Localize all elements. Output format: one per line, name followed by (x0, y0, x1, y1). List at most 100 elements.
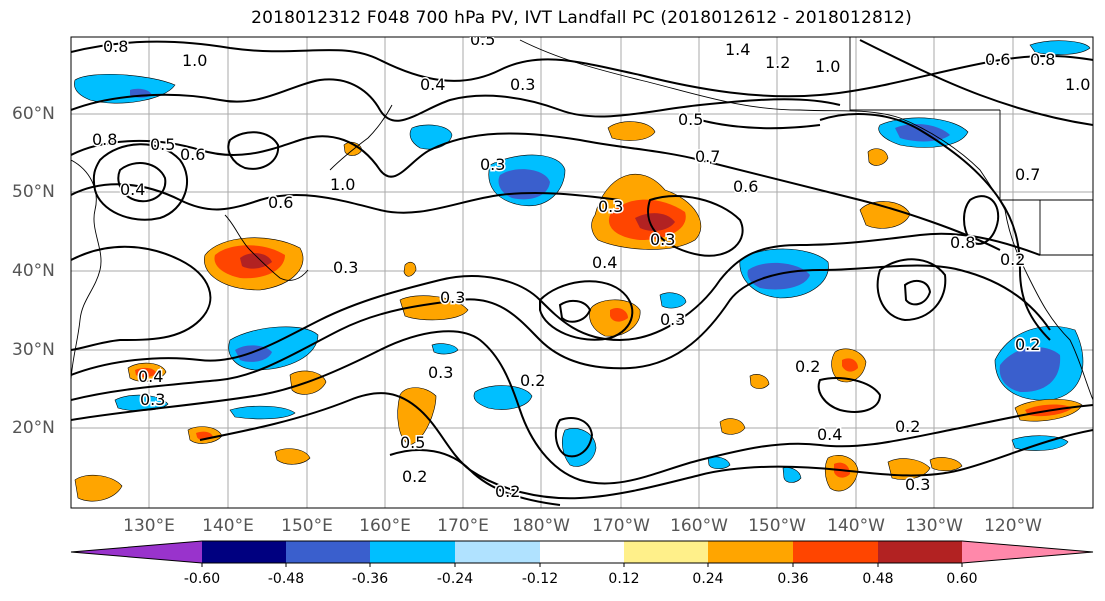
lon-label-180w: 180°W (512, 516, 570, 536)
lat-label-20n: 20°N (12, 418, 55, 438)
contour-line (647, 195, 744, 257)
lon-label-130w: 130°W (905, 516, 963, 536)
lon-label-140e: 140°E (202, 516, 254, 536)
contour-label: 0.8 (1030, 50, 1055, 69)
contour-label: 0.6 (268, 193, 293, 212)
coast-japan (224, 214, 309, 281)
colorbar-bin (793, 541, 878, 563)
shade-negative (659, 292, 687, 309)
contour-label: 0.2 (795, 357, 820, 376)
lon-label-160w: 160°W (670, 516, 728, 536)
contour-line (71, 78, 841, 122)
shade-negative (114, 394, 169, 411)
contour-line (71, 245, 212, 351)
shade-positive (867, 148, 889, 166)
contour-line (903, 279, 932, 306)
lon-label-150e: 150°E (281, 516, 333, 536)
contour-label: 0.3 (510, 75, 535, 94)
colorbar-tick: -0.36 (351, 571, 389, 587)
contour-label: 0.3 (598, 197, 623, 216)
colorbar-tick: -0.24 (436, 571, 474, 587)
shade-negative (409, 124, 453, 150)
contour-label: 0.4 (120, 180, 145, 199)
contour-label: 0.2 (520, 371, 545, 390)
contour-label: 0.2 (895, 417, 920, 436)
colorbar-tick: 0.24 (692, 571, 724, 587)
lat-label-50n: 50°N (12, 182, 55, 202)
contour-label: 0.3 (440, 288, 465, 307)
lon-label-170e: 170°E (437, 516, 489, 536)
colorbar-bin (624, 541, 708, 563)
contour-label: 1.0 (815, 57, 840, 76)
contour-label: 0.6 (180, 145, 205, 164)
shade-negative-core (999, 347, 1061, 393)
colorbar-bin (540, 541, 624, 563)
contour-label: 0.6 (985, 50, 1010, 69)
shade-positive-core (610, 307, 628, 322)
contour-label: 0.2 (495, 482, 520, 501)
contour-line (117, 162, 167, 203)
contour-labels: 0.8 1.0 0.5 1.4 1.2 1.0 0.6 0.8 1.0 0.4 0.3 0.3 0.5 0… (91, 37, 1092, 503)
lat-label-40n: 40°N (12, 261, 55, 281)
shade-positive-core2 (635, 213, 675, 231)
colorbar-bin (878, 541, 962, 563)
shade-negative (229, 405, 296, 420)
lon-label-120w: 120°W (984, 516, 1042, 536)
shade-positive (274, 448, 311, 465)
colorbar-extend-low (71, 541, 202, 563)
colorbar-bin (202, 541, 286, 563)
contour-line (92, 143, 189, 221)
shade-negative (431, 343, 459, 355)
contour-label: 1.0 (182, 51, 207, 70)
pv-contours (71, 39, 1093, 506)
contour-line (71, 330, 1093, 485)
contour-label: 0.4 (420, 75, 445, 94)
contour-label: 0.7 (1015, 165, 1040, 184)
contour-line (819, 113, 1051, 341)
contour-line (558, 299, 592, 323)
colorbar-tick: 0.12 (608, 571, 640, 587)
shade-positive (607, 121, 656, 141)
contour-line (71, 40, 1093, 98)
lon-label-130e: 130°E (123, 516, 175, 536)
contour-label: 0.8 (92, 130, 117, 149)
shade-negative (782, 467, 802, 483)
coast-alaska (519, 39, 1006, 211)
contour-label: 0.3 (905, 475, 930, 494)
contour-label: 1.0 (1065, 75, 1090, 94)
contour-label: 0.3 (660, 310, 685, 329)
shade-negative-core (747, 262, 810, 290)
colorbar-tick: -0.48 (267, 571, 305, 587)
colorbar-bin (286, 541, 370, 563)
contour-line (389, 449, 561, 506)
contour-line (199, 392, 1093, 500)
contour-label: 0.2 (402, 467, 427, 486)
contour-label: 0.5 (400, 433, 425, 452)
lon-label-140w: 140°W (827, 516, 885, 536)
shade-negative (1029, 40, 1091, 55)
lon-label-170w: 170°W (592, 516, 650, 536)
colorbar-bin (370, 541, 455, 563)
coast-northamerica (1004, 209, 1093, 401)
contour-line (227, 131, 280, 170)
colorbar-tick: 0.60 (946, 571, 978, 587)
shade-negative-core (498, 169, 550, 200)
contour-label: 1.4 (725, 40, 750, 59)
chart-title: 2018012312 F048 700 hPa PV, IVT Landfall… (251, 8, 912, 28)
contour-label: 0.7 (695, 147, 720, 166)
contour-line (71, 232, 1041, 376)
contour-line (859, 39, 1093, 126)
contour-line (71, 264, 1051, 401)
contour-label: 1.2 (765, 53, 790, 72)
contour-label: 0.3 (480, 155, 505, 174)
shade-positive (403, 261, 417, 277)
colorbar-tick: -0.12 (521, 571, 559, 587)
contour-label: 0.6 (733, 177, 758, 196)
contour-label: 0.3 (428, 363, 453, 382)
shade-positive (719, 418, 746, 435)
contour-label: 0.5 (678, 110, 703, 129)
shade-negative-core (235, 345, 272, 362)
shade-positive (929, 457, 963, 472)
contour-label: 0.4 (138, 367, 163, 386)
